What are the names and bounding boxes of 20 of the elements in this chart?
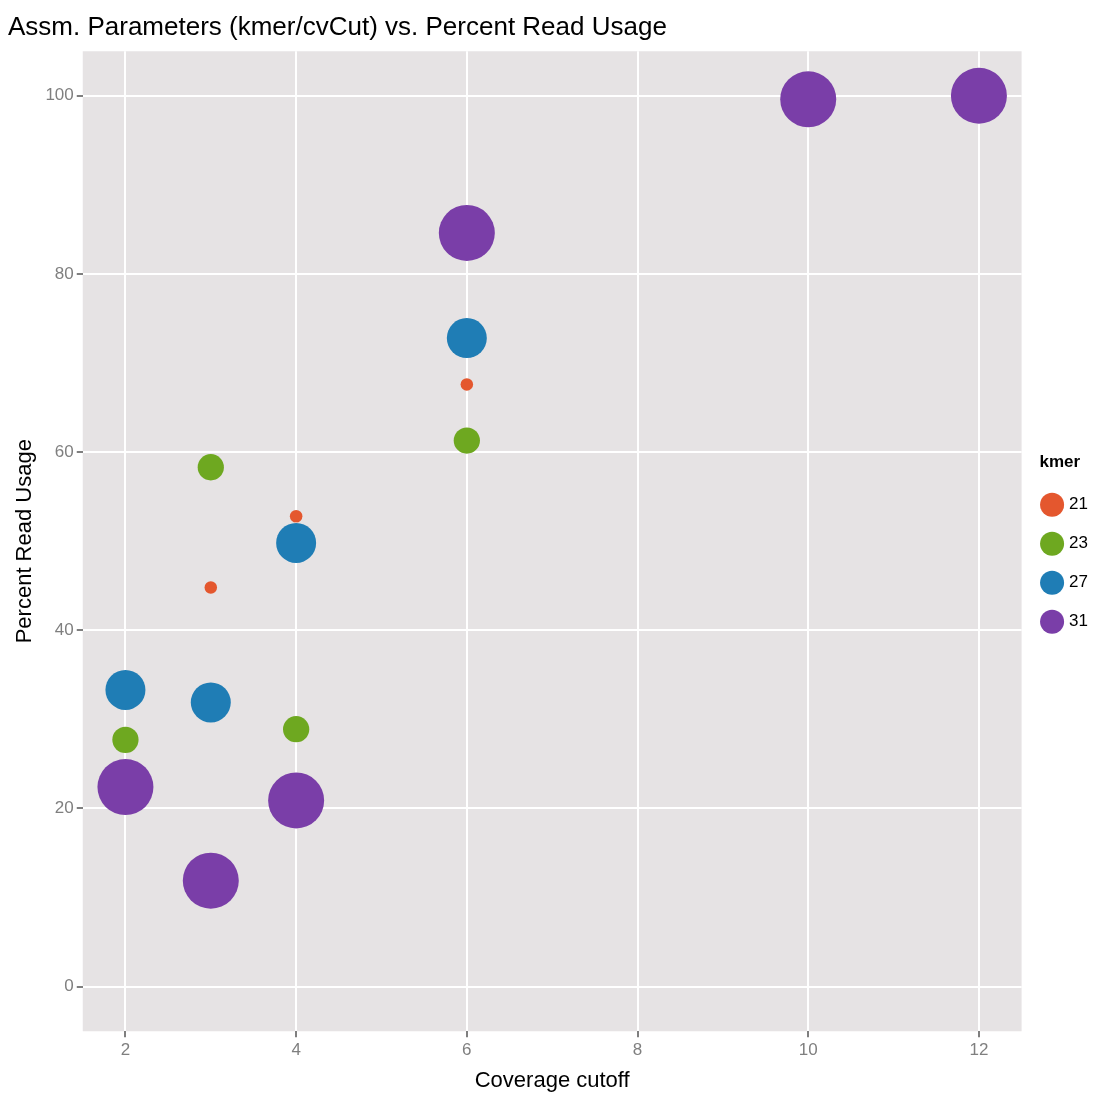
legend-title: kmer (1039, 451, 1081, 471)
x-axis-title: Coverage cutoff (474, 1066, 631, 1092)
y-tick-label: 100 (45, 85, 74, 105)
chart-title: Assm. Parameters (kmer/cvCut) vs. Percent Read Usage (8, 10, 667, 41)
x-tick-label: 6 (462, 1040, 472, 1060)
y-tick-label: 80 (54, 263, 74, 283)
y-tick-label: 40 (54, 619, 74, 639)
y-tick-label: 60 (54, 441, 74, 461)
legend-label: 21 (1069, 494, 1089, 514)
legend-label: 27 (1069, 572, 1089, 592)
x-tick-label: 8 (632, 1040, 643, 1060)
y-tick-label: 20 (54, 798, 74, 818)
x-tick-label: 2 (120, 1040, 131, 1060)
y-tick-label: 0 (64, 976, 74, 996)
legend-label: 23 (1069, 533, 1089, 553)
x-tick-label: 10 (798, 1040, 818, 1060)
y-axis-title: Percent Read Usage (11, 439, 37, 644)
x-tick-label: 12 (969, 1040, 989, 1060)
legend-label: 31 (1069, 611, 1089, 631)
x-tick-label: 4 (291, 1040, 301, 1060)
